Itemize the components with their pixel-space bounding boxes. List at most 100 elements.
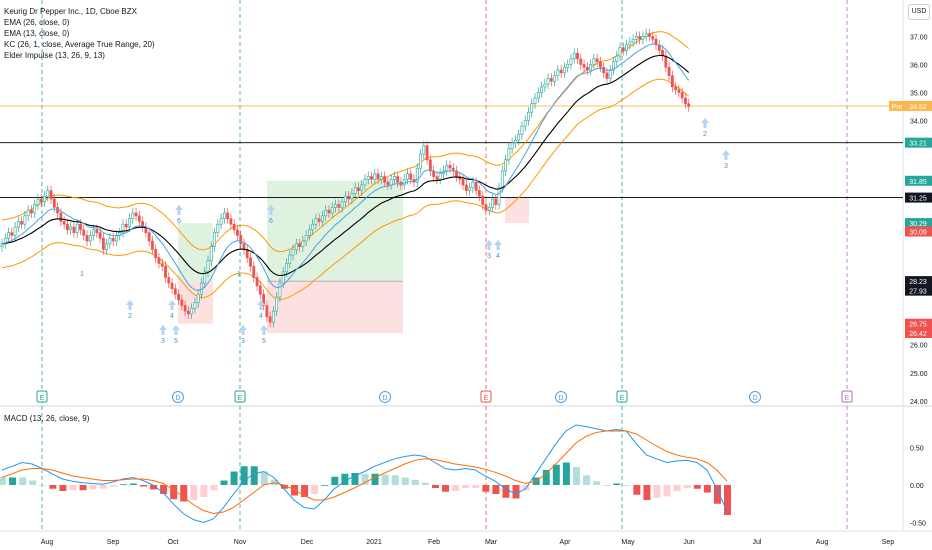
price-label: 27.93 xyxy=(909,289,927,296)
candle-body xyxy=(546,78,550,85)
candle-body xyxy=(527,111,530,121)
candle-body xyxy=(602,66,606,74)
candle-body xyxy=(321,215,324,222)
impulse-label: 1 xyxy=(80,271,84,278)
candle-body xyxy=(337,204,341,208)
legend-ema13[interactable]: EMA (13, close, 0) xyxy=(4,29,70,38)
legend-kc[interactable]: KC (26, 1, close, Average True Range, 20… xyxy=(4,40,155,49)
candle-body xyxy=(314,218,318,225)
candle-body xyxy=(36,198,40,205)
time-axis[interactable]: Aug Sep Oct Nov Dec 2021 Feb Mar Apr May Jun Jul Aug… xyxy=(0,530,932,546)
horizontal-lines[interactable] xyxy=(0,105,903,199)
candle-body xyxy=(533,97,537,105)
macd-histogram-bar xyxy=(321,485,329,486)
price-tick-label: 25.00 xyxy=(910,371,928,378)
macd-histogram-bar xyxy=(593,481,601,485)
candle-body xyxy=(563,66,566,74)
candle-body xyxy=(415,167,419,183)
candle-body xyxy=(618,47,622,57)
macd-histogram-bar xyxy=(452,485,460,491)
candle-body xyxy=(674,86,678,90)
candle-body xyxy=(301,240,305,247)
candle-body xyxy=(422,145,426,155)
candle-body xyxy=(402,179,406,186)
event-marker-label: E xyxy=(40,395,45,402)
time-tick-label: Sep xyxy=(882,539,895,546)
price-label-box xyxy=(905,218,932,229)
candle-body xyxy=(62,221,66,225)
candle-body xyxy=(670,75,674,88)
candle-body xyxy=(500,170,504,189)
price-grid xyxy=(0,0,932,530)
candle-body xyxy=(232,223,236,231)
candle-body xyxy=(566,64,570,68)
impulse-arrow xyxy=(175,205,183,215)
macd-histogram-bar xyxy=(552,464,560,485)
kc-lower xyxy=(1,78,690,300)
impulse-label: 3 xyxy=(161,338,165,345)
candle-body xyxy=(226,212,230,219)
legend-ema26[interactable]: EMA (26, close, 0) xyxy=(4,18,70,27)
price-label: 33.21 xyxy=(909,141,927,148)
price-tick-label: 24.00 xyxy=(910,399,928,406)
macd-histogram-bar xyxy=(502,485,510,498)
candle-body xyxy=(386,181,390,186)
candle-body xyxy=(504,159,507,172)
macd-histogram-bar xyxy=(160,485,168,494)
candle-body xyxy=(389,179,393,186)
time-tick-label: Nov xyxy=(234,539,247,546)
time-tick-label: Feb xyxy=(428,539,440,546)
price-label: 26.75 xyxy=(909,322,927,329)
candle-body xyxy=(612,61,615,71)
impulse-arrow xyxy=(239,325,247,335)
macd-histogram-bar xyxy=(361,473,369,485)
time-tick-label: Jun xyxy=(683,539,694,546)
impulse-label: 1 xyxy=(237,271,241,278)
legend-elder[interactable]: Elder Impulse (13, 26, 9, 13) xyxy=(4,51,105,60)
impulse-label: 4 xyxy=(170,313,174,320)
impulse-label: 3 xyxy=(724,163,728,170)
impulse-label: 5 xyxy=(262,338,266,345)
macd-histogram-bar xyxy=(693,485,701,489)
dividend-marker xyxy=(749,391,761,403)
candle-body xyxy=(131,212,135,219)
candle-body xyxy=(330,207,334,214)
candle-body xyxy=(484,204,488,211)
candle-body xyxy=(497,187,501,205)
time-tick-label: Aug xyxy=(816,539,829,546)
candle-body xyxy=(615,55,619,62)
currency-button[interactable]: USD xyxy=(908,4,930,20)
main-legend: Keurig Dr Pepper Inc., 1D, Cboe BZX EMA … xyxy=(4,6,155,61)
macd-histogram-bar xyxy=(381,474,389,485)
macd-histogram-bar xyxy=(603,485,611,486)
candle-body xyxy=(373,173,377,180)
macd-histogram-bar xyxy=(220,480,228,485)
candle-body xyxy=(69,226,73,231)
event-lines xyxy=(41,0,848,530)
candle-body xyxy=(33,204,37,214)
candle-body xyxy=(278,282,282,298)
candle-body xyxy=(523,120,527,127)
candle-body xyxy=(572,52,576,60)
candle-body xyxy=(298,243,301,247)
impulse-arrow xyxy=(722,150,730,160)
macd-histogram-bar xyxy=(562,462,570,485)
legend-macd[interactable]: MACD (13, 26, close, 9) xyxy=(4,414,90,423)
price-tick-label: 26.00 xyxy=(910,343,928,350)
keltner-channel xyxy=(1,31,690,300)
price-axis[interactable]: 0.50 0.00 -0.50 24.00 25.00 26.00 34.00 35.00 36… xyxy=(889,34,932,528)
candle-body xyxy=(66,223,69,231)
macd-histogram-bar xyxy=(190,485,198,500)
candle-body xyxy=(72,226,76,233)
candle-body xyxy=(464,184,468,191)
candle-body xyxy=(569,58,573,65)
candle-body xyxy=(0,243,4,247)
candle-body xyxy=(304,235,308,242)
legend-title[interactable]: Keurig Dr Pepper Inc., 1D, Cboe BZX xyxy=(4,7,137,16)
macd-histogram-bar xyxy=(240,466,248,485)
dividend-marker xyxy=(172,391,184,403)
macd-histogram-bar xyxy=(99,485,107,489)
event-marker-label: D xyxy=(175,395,180,402)
